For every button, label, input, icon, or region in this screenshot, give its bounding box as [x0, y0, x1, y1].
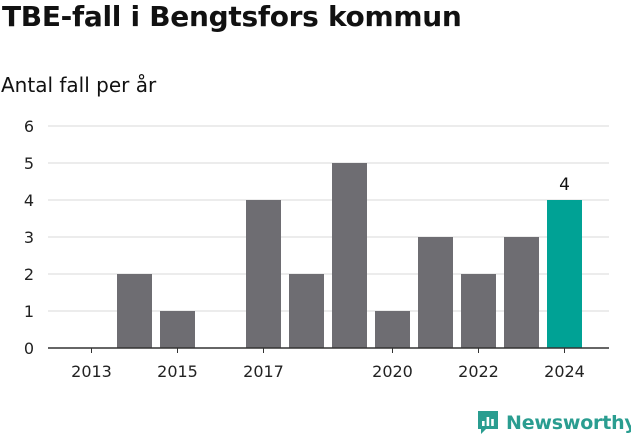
data-label: 4: [559, 175, 570, 195]
newsworthy-logo-icon: [478, 411, 498, 434]
y-tick-label: 6: [24, 117, 34, 136]
x-tick-label: 2020: [372, 362, 413, 381]
bar: [547, 200, 582, 348]
bar: [332, 163, 367, 348]
chart-title: TBE-fall i Bengtsfors kommun: [2, 0, 462, 33]
x-tick-label: 2013: [71, 362, 112, 381]
y-tick-label: 2: [24, 265, 34, 284]
bar: [504, 237, 539, 348]
x-tick-label: 2015: [157, 362, 198, 381]
x-tick-label: 2024: [544, 362, 585, 381]
brand-name: Newsworthy: [506, 411, 631, 434]
bar: [418, 237, 453, 348]
chart-subtitle: Antal fall per år: [1, 73, 157, 97]
y-tick-label: 5: [24, 154, 34, 173]
bar: [375, 311, 410, 348]
bar: [160, 311, 195, 348]
y-tick-label: 0: [24, 339, 34, 358]
bar: [461, 274, 496, 348]
bar: [289, 274, 324, 348]
bar: [117, 274, 152, 348]
y-tick-label: 4: [24, 191, 34, 210]
y-tick-label: 1: [24, 302, 34, 321]
newsworthy-logo: Newsworthy: [476, 409, 631, 436]
x-tick-label: 2022: [458, 362, 499, 381]
x-tick-label: 2017: [243, 362, 284, 381]
bar: [246, 200, 281, 348]
y-tick-label: 3: [24, 228, 34, 247]
